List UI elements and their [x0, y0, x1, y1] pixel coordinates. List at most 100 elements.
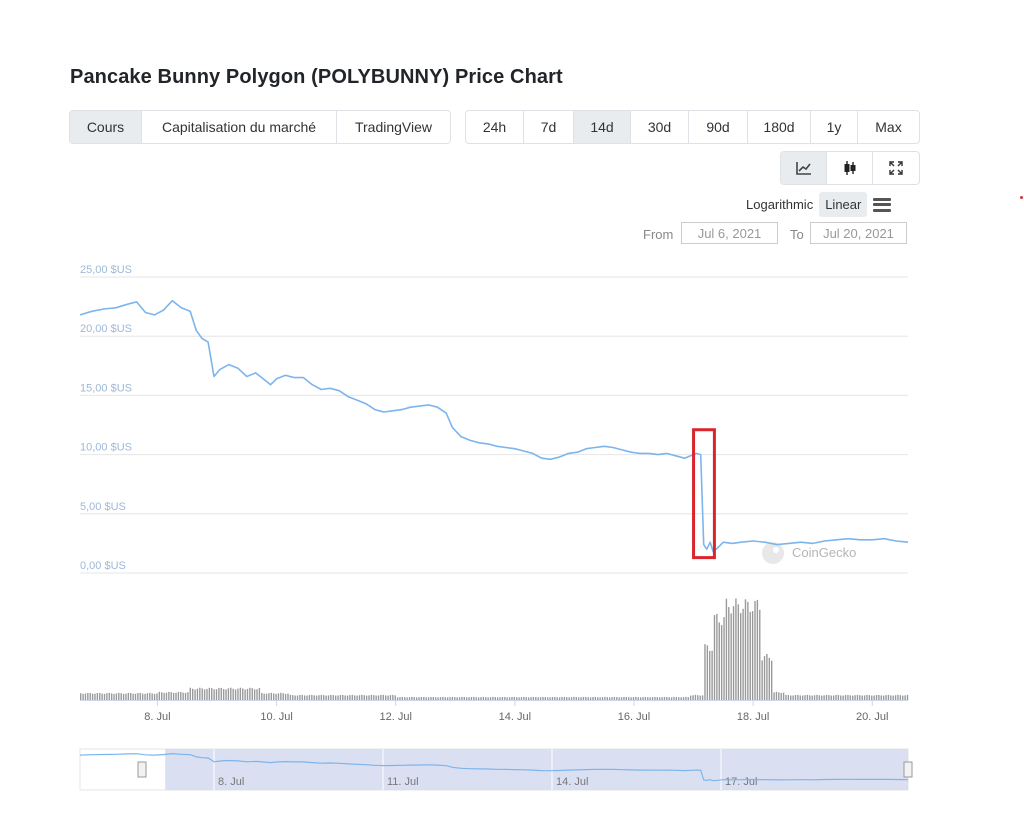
volume-bar	[151, 693, 153, 700]
volume-bar	[103, 693, 106, 700]
volume-bar	[225, 689, 227, 700]
range-24h[interactable]: 24h	[466, 111, 524, 143]
volume-bar	[289, 694, 292, 700]
x-tick-label: 10. Jul	[260, 711, 292, 723]
navigator-handle-left[interactable]	[137, 761, 147, 778]
from-label: From	[643, 227, 674, 242]
tab-tradingview[interactable]: TradingView	[354, 119, 433, 135]
volume-bar	[866, 694, 868, 700]
volume-bar	[256, 689, 258, 700]
volume-bar	[273, 693, 275, 700]
y-tick-label: 10,00 $US	[80, 442, 132, 454]
volume-bar	[711, 650, 713, 700]
volume-bar	[325, 695, 327, 700]
volume-bar	[132, 693, 134, 700]
range-30d[interactable]: 30d	[631, 111, 689, 143]
range-max[interactable]: Max	[875, 119, 902, 135]
volume-bar	[687, 697, 689, 700]
volume-bar	[635, 696, 637, 700]
volume-bar	[897, 694, 899, 700]
range-tabs: 24h 7d 14d 30d 90d 180d 1y Max	[465, 110, 920, 144]
volume-bar	[244, 689, 246, 700]
volume-bar	[592, 697, 594, 700]
menu-icon[interactable]	[873, 197, 892, 212]
volume-bar	[227, 688, 230, 700]
tab-market-cap[interactable]: Capitalisation du marché	[142, 111, 337, 143]
page-title: Pancake Bunny Polygon (POLYBUNNY) Price …	[70, 66, 563, 88]
volume-bar	[716, 613, 718, 700]
volume-bar	[606, 697, 608, 700]
volume-bar	[399, 697, 401, 700]
volume-bar	[587, 697, 589, 700]
volume-bar	[99, 692, 101, 700]
volume-bar	[740, 613, 742, 700]
volume-bar	[582, 696, 585, 700]
volume-bar	[523, 696, 525, 700]
volume-bar	[168, 691, 170, 700]
range-90d[interactable]: 90d	[689, 111, 748, 143]
volume-bar	[558, 697, 561, 700]
candlestick-icon[interactable]	[827, 152, 873, 184]
volume-bar	[616, 697, 618, 700]
volume-bar	[270, 692, 273, 700]
volume-bar	[720, 625, 723, 700]
volume-bar	[458, 697, 461, 700]
volume-bar	[861, 695, 863, 700]
volume-bar	[346, 695, 349, 700]
range-14d[interactable]: 14d	[574, 111, 631, 143]
fullscreen-icon[interactable]	[873, 152, 919, 184]
volume-bar	[768, 657, 770, 700]
volume-bar	[902, 695, 904, 700]
volume-bar	[456, 697, 458, 700]
volume-bar	[680, 697, 682, 700]
scale-linear[interactable]: Linear	[819, 192, 868, 217]
volume-bar	[284, 693, 287, 700]
volume-bar	[597, 697, 599, 700]
x-tick-label: 20. Jul	[856, 711, 888, 723]
volume-bar	[141, 693, 144, 700]
price-series-line	[79, 299, 909, 553]
chart-type-tools	[780, 151, 920, 185]
navigator-tick-label: 8. Jul	[218, 776, 244, 788]
range-7d[interactable]: 7d	[524, 111, 574, 143]
volume-bar	[182, 692, 184, 700]
volume-bar	[404, 697, 406, 700]
volume-bar	[773, 692, 775, 700]
volume-bar	[313, 695, 315, 700]
range-180d[interactable]: 180d	[748, 111, 811, 143]
navigator-handle-right[interactable]	[903, 761, 913, 778]
volume-bar	[89, 693, 91, 700]
volume-bar	[485, 697, 487, 700]
range-1y[interactable]: 1y	[811, 111, 858, 143]
to-date-input[interactable]: Jul 20, 2021	[810, 222, 907, 244]
volume-bar	[365, 695, 368, 700]
view-tabs: Cours Capitalisation du marché TradingVi…	[69, 110, 451, 144]
volume-bar	[432, 696, 435, 700]
volume-bar	[165, 692, 168, 700]
volume-bar	[120, 693, 122, 700]
tab-cours[interactable]: Cours	[70, 111, 142, 143]
from-date-input[interactable]: Jul 6, 2021	[681, 222, 778, 244]
line-chart-icon[interactable]	[781, 152, 827, 184]
volume-bar	[792, 695, 794, 700]
volume-bar	[480, 697, 482, 700]
volume-bar	[511, 697, 513, 700]
volume-bar	[211, 688, 213, 700]
volume-bar	[392, 694, 394, 700]
volume-bar	[544, 697, 547, 700]
volume-bar	[175, 692, 177, 700]
volume-bar	[468, 697, 470, 700]
volume-bar	[118, 692, 120, 700]
volume-bar	[566, 697, 568, 700]
volume-bar	[339, 694, 342, 700]
watermark-text: CoinGecko	[792, 545, 856, 560]
volume-bar	[868, 695, 871, 700]
red-marker	[1020, 196, 1023, 199]
volume-bar	[463, 696, 466, 700]
volume-bar	[451, 696, 454, 700]
volume-bar	[637, 697, 639, 700]
volume-bar	[821, 695, 823, 700]
scale-logarithmic[interactable]: Logarithmic	[746, 197, 814, 212]
volume-bar	[518, 697, 520, 700]
volume-bar	[594, 696, 597, 700]
